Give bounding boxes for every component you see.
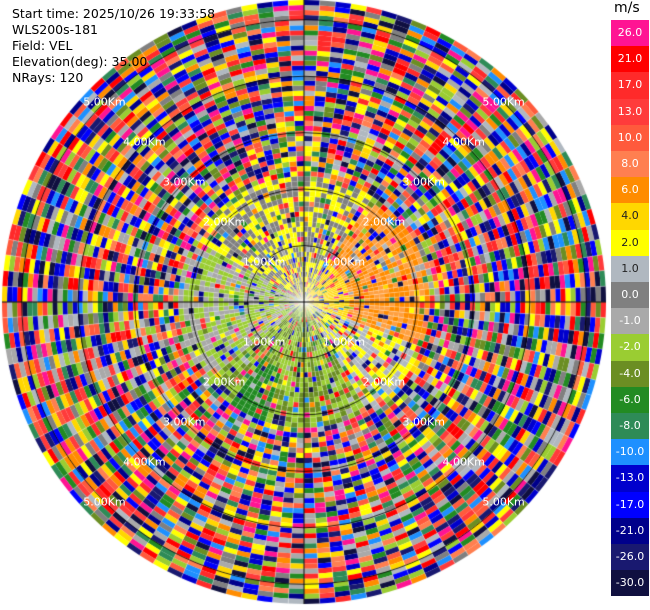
colorbar-cell: 1.0: [611, 255, 649, 282]
range-ring-label: 4.00Km: [123, 135, 166, 149]
colorbar-cell: -13.0: [611, 465, 649, 492]
colorbar-unit: m/s: [614, 0, 640, 16]
colorbar-cell: 6.0: [611, 177, 649, 204]
site-label: WLS200s-181: [12, 22, 98, 37]
colorbar-cell: 17.0: [611, 72, 649, 99]
colorbar-cell: -10.0: [611, 439, 649, 466]
colorbar-cell: -26.0: [611, 544, 649, 571]
colorbar-cell: 8.0: [611, 151, 649, 178]
range-ring-label: 4.00Km: [442, 455, 485, 469]
colorbar-cell: -21.0: [611, 517, 649, 544]
colorbar-cell: -2.0: [611, 334, 649, 361]
colorbar-cell: 26.0: [611, 20, 649, 47]
colorbar-cell: 21.0: [611, 46, 649, 73]
colorbar-cell: -4.0: [611, 360, 649, 387]
colorbar-cell: 2.0: [611, 229, 649, 256]
range-ring-label: 2.00Km: [202, 375, 246, 389]
range-ring-label: 5.00Km: [83, 495, 126, 509]
range-ring-label: 2.00Km: [362, 215, 406, 229]
range-ring-label: 3.00Km: [402, 175, 445, 189]
elevation-label: Elevation(deg): 35.00: [12, 54, 148, 69]
colorbar-cell: -17.0: [611, 491, 649, 518]
colorbar-cell: 4.0: [611, 203, 649, 230]
range-ring-label: 5.00Km: [83, 95, 126, 109]
range-ring-label: 3.00Km: [163, 175, 206, 189]
colorbar-cell: 10.0: [611, 124, 649, 151]
start-time-label: Start time: 2025/10/26 19:33:58: [12, 6, 216, 21]
range-ring-label: 4.00Km: [123, 455, 166, 469]
colorbar-cell: 13.0: [611, 98, 649, 125]
colorbar-cell: -8.0: [611, 413, 649, 440]
range-ring-label: 1.00Km: [242, 255, 286, 269]
range-ring-label: 3.00Km: [163, 415, 206, 429]
nrays-label: NRays: 120: [12, 70, 84, 85]
colorbar-cell: -6.0: [611, 386, 649, 413]
colorbar-cell: -30.0: [611, 570, 649, 597]
range-ring-label: 4.00Km: [442, 135, 485, 149]
range-ring-label: 1.00Km: [322, 335, 366, 349]
range-ring-label: 5.00Km: [482, 95, 525, 109]
colorbar-cell: 0.0: [611, 282, 649, 309]
range-ring-label: 2.00Km: [362, 375, 406, 389]
range-ring-label: 3.00Km: [402, 415, 445, 429]
range-ring-label: 2.00Km: [202, 215, 246, 229]
range-ring-label: 1.00Km: [322, 255, 366, 269]
range-ring-label: 5.00Km: [482, 495, 525, 509]
field-label: Field: VEL: [12, 38, 73, 53]
range-ring-label: 1.00Km: [242, 335, 286, 349]
colorbar-cell: -1.0: [611, 308, 649, 335]
